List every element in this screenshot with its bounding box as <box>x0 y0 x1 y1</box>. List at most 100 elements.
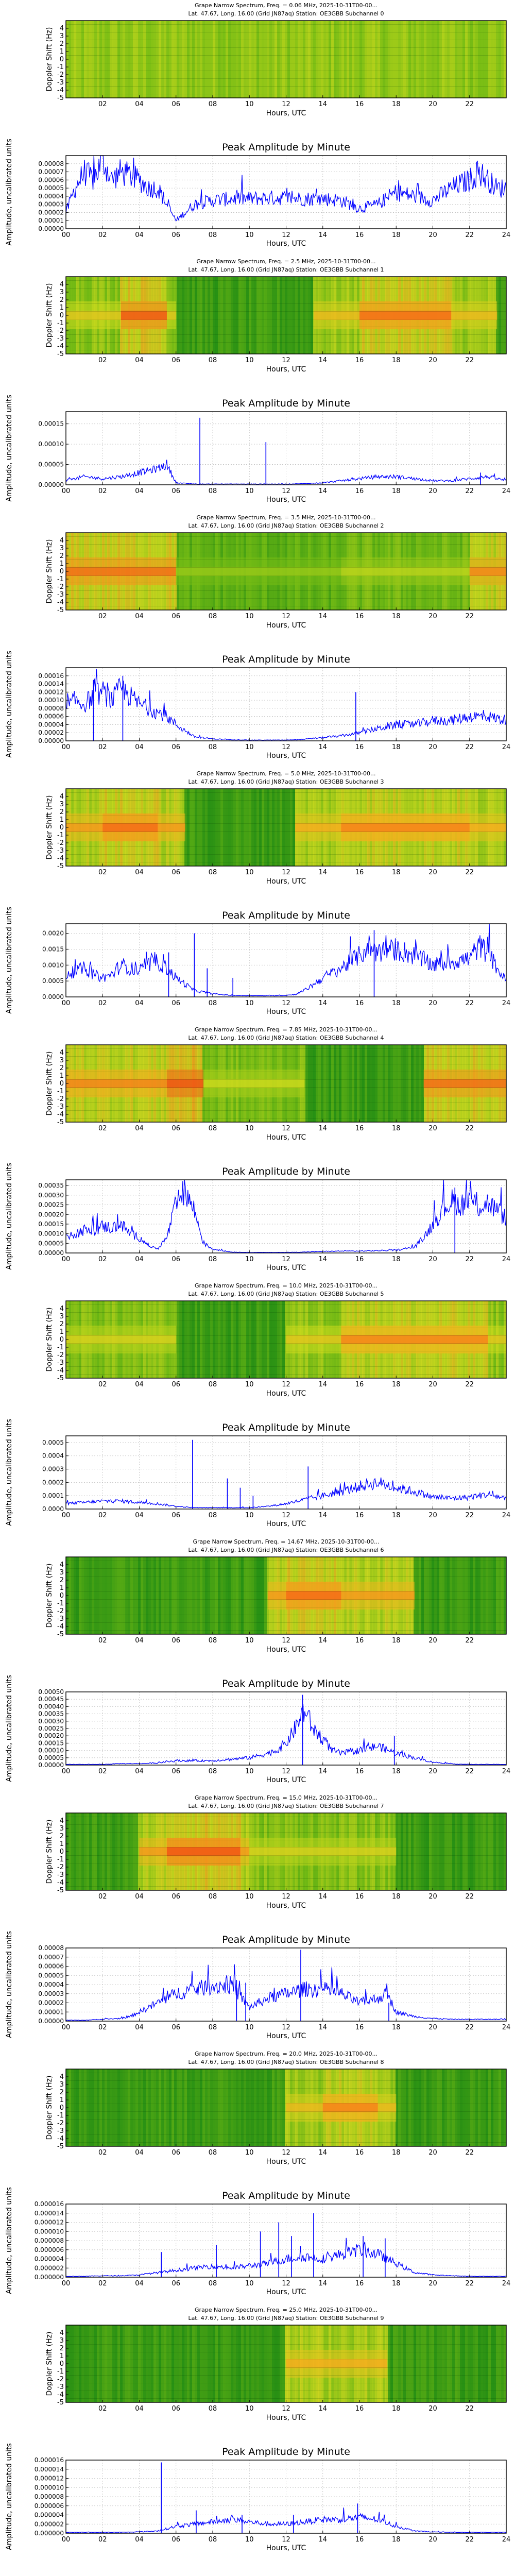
spectrogram-column <box>396 2325 399 2402</box>
spectrogram-column <box>264 1301 267 1378</box>
spectrogram-column <box>501 2069 504 2146</box>
y-tick-label: -2 <box>57 1351 64 1359</box>
spectrogram-column <box>197 2069 200 2146</box>
spectrogram-column <box>197 1557 200 1634</box>
spectrogram-column <box>254 277 257 354</box>
spectrogram-column <box>403 2069 406 2146</box>
x-tick-label: 06 <box>171 1381 180 1388</box>
spectrogram-column <box>135 21 139 98</box>
spectrogram-column <box>455 1813 458 1890</box>
x-tick-label: 06 <box>171 1125 180 1132</box>
spectrogram-column <box>419 2325 422 2402</box>
x-tick-label: 20 <box>428 743 437 751</box>
spectrogram-column <box>416 1045 419 1122</box>
x-tick-label: 20 <box>428 2149 437 2157</box>
y-tick-label: -4 <box>57 599 64 606</box>
spectrogram-column <box>236 277 239 354</box>
x-axis-label: Hours, UTC <box>266 2032 306 2040</box>
y-tick-label: 0.00008 <box>38 705 64 712</box>
spectrogram-column <box>148 2069 151 2146</box>
y-tick-label: 0.00002 <box>38 1999 64 2007</box>
spectrogram-column <box>274 2325 278 2402</box>
spectrogram-column <box>419 1557 422 1634</box>
spectrogram-column <box>226 789 229 866</box>
spectrogram-column <box>251 21 254 98</box>
y-axis-label: Amplitude, uncalibrated units <box>5 2187 13 2294</box>
x-tick-label: 16 <box>355 743 364 751</box>
spectrogram-column <box>365 1045 368 1122</box>
x-tick-label: 02 <box>98 2536 107 2544</box>
spectrogram-column <box>475 21 478 98</box>
spectrogram-column <box>190 277 193 354</box>
y-tick-label: -4 <box>57 343 64 350</box>
y-tick-label: 0.00008 <box>38 160 64 167</box>
spectrogram-column <box>249 789 252 866</box>
spectrogram-column <box>143 2069 146 2146</box>
spectrogram-column <box>153 2069 157 2146</box>
x-tick-label: 24 <box>502 999 511 1007</box>
amplitude-title: Peak Amplitude by Minute <box>222 398 350 409</box>
spectrogram-column <box>439 2325 442 2402</box>
spectrogram-column <box>105 1557 108 1634</box>
spectrogram-column <box>195 2069 198 2146</box>
x-tick-label: 20 <box>428 1256 437 1263</box>
x-tick-label: 06 <box>171 1893 180 1901</box>
spectrogram-column <box>429 2069 432 2146</box>
spectrogram-column <box>210 277 213 354</box>
spectrogram-column <box>347 1045 350 1122</box>
spectrogram-column <box>208 21 211 98</box>
spectrogram-column <box>274 789 278 866</box>
spectrogram-panel-5: Grape Narrow Spectrum, Freq. = 10.0 MHz,… <box>45 1282 507 1398</box>
spectrogram-column <box>396 1813 399 1890</box>
y-tick-label: 0.000010 <box>35 2484 64 2491</box>
y-tick-label: -2 <box>57 327 64 335</box>
y-tick-label: 1 <box>60 1072 64 1080</box>
spectrogram-column <box>205 1557 208 1634</box>
spectrogram-column <box>102 1813 105 1890</box>
x-tick-label: 14 <box>318 1768 327 1775</box>
y-tick-label: 0.00010 <box>38 440 64 448</box>
spectrogram-column <box>164 21 167 98</box>
spectrogram-column <box>220 277 224 354</box>
spectrogram-column <box>277 789 280 866</box>
x-tick-label: 18 <box>392 357 401 364</box>
x-axis-label: Hours, UTC <box>266 621 306 630</box>
spectrogram-column <box>246 1557 249 1634</box>
spectrogram-column <box>192 277 195 354</box>
spectrogram-column <box>375 21 378 98</box>
spectrogram-column <box>220 789 224 866</box>
spectrogram-column <box>84 2069 87 2146</box>
y-tick-label: -3 <box>57 2127 64 2135</box>
spectrogram-column <box>218 21 221 98</box>
spectrogram-column <box>311 1045 314 1122</box>
x-tick-label: 06 <box>171 999 180 1007</box>
spectrogram-column <box>218 1301 221 1378</box>
y-tick-label: -1 <box>57 2368 64 2376</box>
spectrogram-title: Grape Narrow Spectrum, Freq. = 14.67 MHz… <box>193 1538 379 1545</box>
spectrogram-column <box>81 1557 84 1634</box>
spectrogram-column <box>97 2069 100 2146</box>
spectrogram-column <box>179 21 182 98</box>
spectrogram-column <box>421 1045 424 1122</box>
spectrogram-column <box>380 21 383 98</box>
spectrogram-column <box>277 277 280 354</box>
spectrogram-column <box>210 789 213 866</box>
y-tick-label: -2 <box>57 1863 64 1871</box>
spectrogram-column <box>411 2325 414 2402</box>
spectrogram-column <box>269 2325 272 2402</box>
spectrogram-column <box>226 1557 229 1634</box>
amplitude-title: Peak Amplitude by Minute <box>222 1422 350 1433</box>
spectrogram-column <box>123 21 126 98</box>
spectrogram-column <box>501 2325 504 2402</box>
spectrogram-column <box>251 277 254 354</box>
spectrogram-band-core <box>359 311 452 320</box>
spectrogram-column <box>408 1045 411 1122</box>
y-tick-label: 0.00000 <box>38 1761 64 1769</box>
y-tick-label: 0.000012 <box>35 2475 64 2482</box>
spectrogram-column <box>501 1813 504 1890</box>
spectrogram-column <box>120 2325 123 2402</box>
y-axis-label: Doppler Shift (Hz) <box>45 795 54 860</box>
spectrogram-column <box>110 1813 113 1890</box>
spectrogram-column <box>480 2325 484 2402</box>
x-tick-label: 20 <box>428 613 437 620</box>
